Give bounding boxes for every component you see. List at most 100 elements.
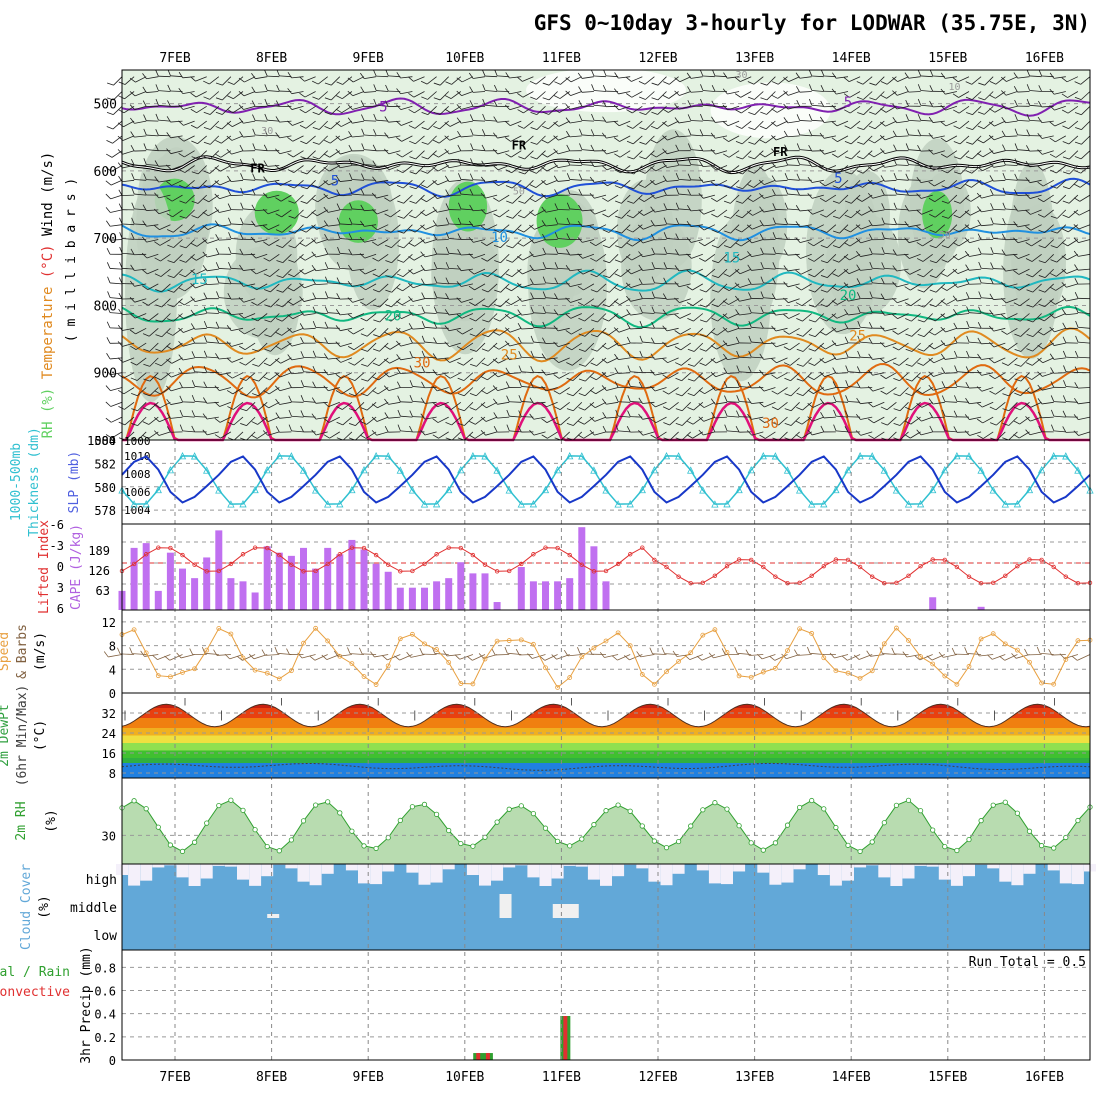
wind-barb [227,91,244,100]
barb-flag [166,180,172,186]
barb-flag [154,390,161,395]
barb-flag [275,148,281,155]
barb-flag [106,126,114,130]
barb-staff [270,283,280,293]
barb-staff [255,164,268,166]
wind-barb [166,412,183,419]
barb-flag [228,232,232,239]
barb-flag [287,354,292,361]
date-label-bottom: 16FEB [1025,1070,1064,1085]
wind-barb [226,357,244,363]
wind-barb [311,264,328,272]
barb-flag [251,301,258,306]
barb-flag [155,319,163,323]
wind-barb [143,357,159,367]
barb-staff [134,313,147,319]
barb-staff [279,150,292,155]
barb-staff [352,298,365,303]
barb-flag [299,76,305,82]
wind-barb [262,208,280,215]
barb-flag [227,189,232,196]
barb-staff [185,254,195,263]
wind-barb [287,327,304,333]
wind-barb [178,135,195,142]
wind-barb [167,268,183,278]
barb-staff [257,298,268,306]
wind-barb [143,158,159,166]
barb-flag [276,84,280,92]
barb-flag [324,306,329,313]
barb-flag [300,395,305,402]
barb-flag [203,381,208,388]
barb-flag [239,248,244,256]
barb-staff [304,268,316,275]
barb-flag [324,291,329,298]
wind-barb [312,306,328,314]
wind-barb [202,238,219,244]
barb-staff [270,313,280,323]
barb-flag [263,362,271,367]
barb-flag [155,144,159,151]
barb-staff [146,239,159,243]
barb-flag [131,173,135,180]
barb-flag [191,215,198,219]
barb-staff [366,416,377,425]
wind-barb [347,280,365,287]
barb-staff [280,357,292,364]
barb-flag [264,84,268,91]
barb-flag [202,211,209,217]
barb-flag [178,136,185,142]
barb-staff [243,208,256,211]
wind-barb [336,217,352,226]
barb-staff [161,313,171,323]
barb-flag [251,333,259,337]
barb-flag [275,345,282,350]
wind-barb [214,193,232,200]
barb-flag [239,233,244,240]
barb-flag [167,289,175,293]
barb-staff [267,194,280,199]
wind-barb [262,192,280,199]
barb-flag [372,160,377,167]
barb-staff [267,209,280,215]
barb-flag [347,90,354,97]
barb-staff [170,401,183,405]
barb-staff [267,75,280,78]
barb-staff [122,252,135,255]
wind-barb [227,175,244,183]
barb-flag [299,125,307,129]
wind-barb [129,280,147,287]
barb-staff [292,313,304,320]
barb-staff [533,283,546,285]
barb-flag [348,131,353,138]
barb-flag [373,69,377,77]
barb-staff [218,282,231,285]
wind-barb [275,224,292,233]
barb-staff [243,105,256,110]
wind-barb [348,372,365,381]
barb-flag [154,257,161,262]
wind-barb [360,220,377,227]
barb-flag [142,301,149,306]
barb-flag [262,225,269,231]
barb-flag [154,403,161,409]
barb-staff [364,120,377,122]
wind-barb [348,248,365,256]
barb-flag [202,265,208,272]
barb-staff [110,179,123,186]
barb-flag [312,381,317,388]
wind-barb [202,413,219,420]
wind-barb [337,232,352,240]
barb-staff [364,268,377,275]
barb-flag [129,329,136,335]
barb-flag [130,264,135,271]
barb-flag [335,162,341,169]
barb-flag [178,120,184,126]
barb-staff [158,134,171,137]
barb-staff [110,357,123,360]
wind-barb [324,306,340,314]
wind-barb [214,431,232,439]
barb-flag [287,273,295,278]
wind-barb [264,313,280,323]
